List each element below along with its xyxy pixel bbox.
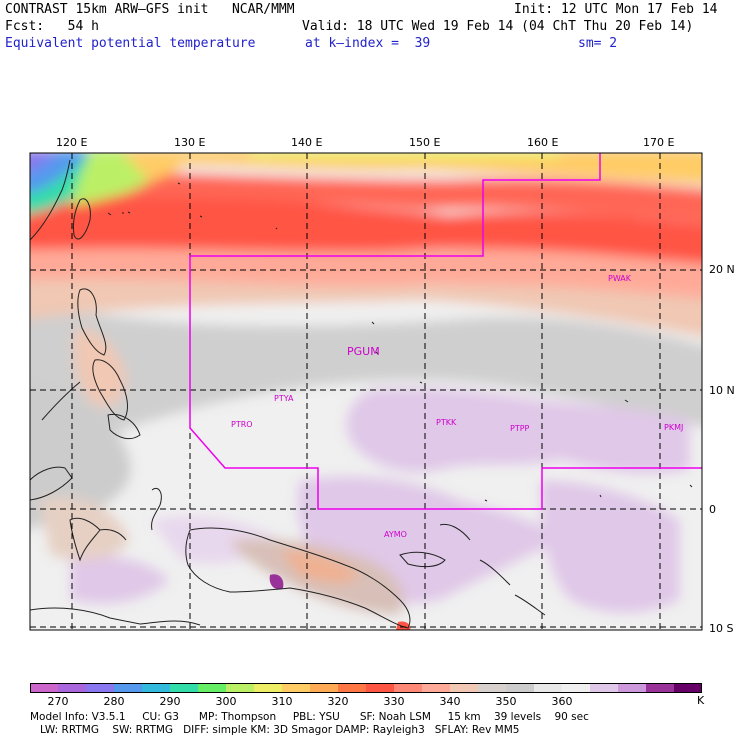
colorbar-frame	[30, 683, 702, 693]
valid-time: Valid: 18 UTC Wed 19 Feb 14 (04 ChT Thu …	[302, 19, 694, 34]
colorbar-swatch	[422, 683, 450, 693]
colorbar-label: 290	[159, 695, 181, 708]
station-label: PGUM	[347, 345, 380, 358]
colorbar-swatch	[506, 683, 534, 693]
forecast-hour: Fcst: 54 h	[5, 19, 99, 34]
colorbar-label: 310	[271, 695, 293, 708]
lat-label: 10 S	[709, 622, 734, 635]
smoothing-label: sm= 2	[578, 36, 618, 51]
lon-label: 140 E	[291, 136, 323, 149]
colorbar-swatch	[450, 683, 478, 693]
init-time: Init: 12 UTC Mon 17 Feb 14	[514, 2, 718, 17]
station-label: PTPP	[510, 424, 530, 433]
colorbar-swatch	[170, 683, 198, 693]
lon-label: 160 E	[527, 136, 559, 149]
colorbar-swatch	[58, 683, 86, 693]
model-title: CONTRAST 15km ARW–GFS init NCAR/MMM	[5, 2, 295, 17]
colorbar-swatch	[478, 683, 506, 693]
colorbar-label: 320	[327, 695, 349, 708]
colorbar-swatch	[366, 683, 394, 693]
colorbar-unit: K	[697, 694, 705, 707]
colorbar-swatch	[254, 683, 282, 693]
colorbar-label: 300	[215, 695, 237, 708]
field-name: Equivalent potential temperature	[5, 36, 256, 51]
colorbar-swatch	[86, 683, 114, 693]
colorbar-swatch	[310, 683, 338, 693]
colorbar-swatch	[30, 683, 58, 693]
colorbar-label: 280	[103, 695, 125, 708]
colorbar-swatch	[590, 683, 618, 693]
colorbar-swatch	[198, 683, 226, 693]
colorbar-swatch	[534, 683, 562, 693]
colorbar-label: 360	[551, 695, 573, 708]
colorbar-swatch	[282, 683, 310, 693]
station-label: AYMO	[384, 530, 407, 539]
colorbar-label: 340	[439, 695, 461, 708]
colorbar-swatch	[674, 683, 702, 693]
station-label: PTYA	[274, 394, 294, 403]
lat-label: 10 N	[709, 384, 735, 397]
colorbar-label: 350	[495, 695, 517, 708]
colorbar-swatch	[646, 683, 674, 693]
lat-label: 20 N	[709, 263, 735, 276]
colorbar-swatch	[618, 683, 646, 693]
lon-label: 170 E	[643, 136, 675, 149]
lon-label: 150 E	[409, 136, 441, 149]
lat-label: 0	[709, 503, 716, 516]
model-info-line2: LW: RRTMG SW: RRTMG DIFF: simple KM: 3D …	[30, 724, 520, 736]
colorbar-swatch	[142, 683, 170, 693]
colorbar-swatch	[114, 683, 142, 693]
colorbar-swatch	[338, 683, 366, 693]
colorbar-label: 270	[47, 695, 69, 708]
station-label: PTKK	[436, 418, 457, 427]
level-label: at k–index = 39	[305, 36, 431, 51]
lon-label: 130 E	[174, 136, 206, 149]
station-label: PTRO	[231, 420, 253, 429]
colorbar-swatch	[562, 683, 590, 693]
lon-label: 120 E	[56, 136, 88, 149]
colorbar-swatch	[226, 683, 254, 693]
colorbar-swatch	[394, 683, 422, 693]
model-info-line1: Model Info: V3.5.1 CU: G3 MP: Thompson P…	[30, 711, 589, 723]
colorbar-label: 330	[383, 695, 405, 708]
station-label: PWAK	[608, 274, 632, 283]
station-label: PKMJ	[664, 423, 684, 432]
